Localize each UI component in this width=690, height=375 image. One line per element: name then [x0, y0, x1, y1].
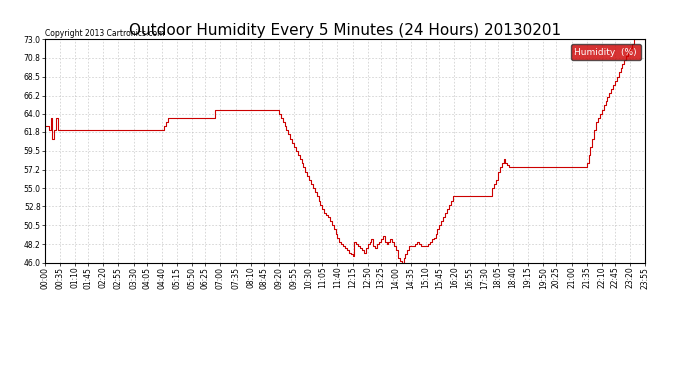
- Text: Copyright 2013 Cartronics.com: Copyright 2013 Cartronics.com: [45, 29, 164, 38]
- Legend: Humidity  (%): Humidity (%): [571, 44, 640, 60]
- Title: Outdoor Humidity Every 5 Minutes (24 Hours) 20130201: Outdoor Humidity Every 5 Minutes (24 Hou…: [129, 23, 561, 38]
